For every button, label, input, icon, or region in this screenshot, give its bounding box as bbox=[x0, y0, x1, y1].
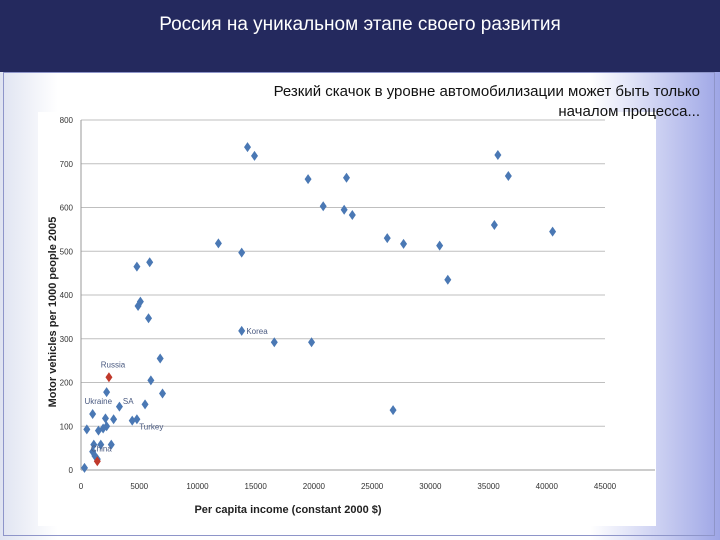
y-tick-label-4: 400 bbox=[60, 291, 74, 300]
data-point-29 bbox=[115, 401, 123, 412]
data-point-30 bbox=[141, 399, 149, 410]
subtitle-line-1: Резкий скачок в уровне автомобилизации м… bbox=[273, 83, 700, 100]
x-tick-label-6: 30000 bbox=[419, 482, 442, 491]
y-tick-label-1: 100 bbox=[60, 422, 74, 431]
data-point-34 bbox=[110, 414, 118, 425]
x-tick-label-2: 10000 bbox=[186, 482, 209, 491]
x-tick-label-9: 45000 bbox=[594, 482, 617, 491]
title-bar bbox=[0, 0, 720, 72]
data-point-27 bbox=[159, 388, 167, 399]
data-point-32 bbox=[89, 409, 97, 419]
y-tick-label-0: 0 bbox=[69, 466, 74, 475]
data-point-47 bbox=[80, 462, 88, 473]
data-point-5 bbox=[342, 172, 350, 183]
data-point-18 bbox=[444, 274, 452, 285]
highlight-point-0 bbox=[105, 372, 113, 383]
data-point-31 bbox=[389, 405, 397, 416]
data-point-16 bbox=[146, 257, 154, 268]
data-point-36 bbox=[133, 414, 141, 425]
data-point-41 bbox=[90, 439, 98, 450]
annotation-0: Korea bbox=[246, 327, 268, 336]
x-tick-label-1: 5000 bbox=[130, 482, 148, 491]
data-point-25 bbox=[156, 353, 164, 364]
data-point-12 bbox=[400, 238, 408, 249]
data-point-4 bbox=[304, 174, 312, 185]
data-point-11 bbox=[383, 233, 391, 244]
data-point-15 bbox=[238, 247, 246, 258]
data-point-2 bbox=[494, 150, 502, 160]
data-point-40 bbox=[103, 421, 111, 432]
data-point-3 bbox=[504, 171, 512, 181]
x-tick-label-3: 15000 bbox=[245, 482, 268, 491]
slide-title: Россия на уникальном этапе своего развит… bbox=[159, 14, 561, 35]
data-point-6 bbox=[319, 201, 327, 212]
data-point-17 bbox=[133, 261, 141, 272]
slide-subtitle: Резкий скачок в уровне автомобилизации м… bbox=[150, 82, 700, 122]
x-tick-label-5: 25000 bbox=[361, 482, 384, 491]
data-point-33 bbox=[101, 413, 109, 424]
highlight-point-1 bbox=[93, 456, 101, 467]
data-point-10 bbox=[549, 226, 557, 237]
data-point-26 bbox=[147, 375, 155, 386]
data-point-22 bbox=[238, 325, 246, 336]
data-point-19 bbox=[136, 296, 144, 307]
data-point-20 bbox=[134, 300, 142, 311]
chart-panel: 0 100 200 300 400 500 600 700 800 0 5000 10000 15000… bbox=[38, 112, 656, 526]
data-point-1 bbox=[251, 150, 259, 161]
y-tick-label-3: 300 bbox=[60, 335, 74, 344]
annotation-3: Turkey bbox=[139, 422, 163, 431]
x-axis-label: Per capita income (constant 2000 $) bbox=[194, 504, 381, 516]
y-tick-label-7: 700 bbox=[60, 160, 74, 169]
data-point-28 bbox=[103, 387, 111, 398]
x-tick-label-7: 35000 bbox=[477, 482, 500, 491]
x-tick-label-8: 40000 bbox=[536, 482, 559, 491]
x-tick-label-4: 20000 bbox=[303, 482, 326, 491]
data-point-9 bbox=[490, 220, 498, 230]
data-point-14 bbox=[214, 238, 222, 249]
data-point-7 bbox=[340, 204, 348, 215]
highlight-label-1: China bbox=[91, 444, 112, 453]
y-tick-label-6: 600 bbox=[60, 204, 74, 213]
data-point-35 bbox=[128, 415, 136, 426]
data-point-42 bbox=[97, 439, 105, 450]
data-point-21 bbox=[145, 313, 153, 324]
data-point-37 bbox=[83, 424, 91, 435]
data-point-13 bbox=[436, 240, 444, 251]
scatter-chart: 0 100 200 300 400 500 600 700 800 0 5000 10000 15000… bbox=[47, 116, 655, 516]
y-tick-label-5: 500 bbox=[60, 247, 74, 256]
data-point-23 bbox=[270, 337, 278, 348]
annotation-2: SA bbox=[123, 397, 134, 406]
subtitle-line-2: началом процесса... bbox=[558, 103, 700, 120]
annotation-1: Ukraine bbox=[84, 397, 112, 406]
data-point-8 bbox=[348, 209, 356, 220]
x-tick-label-0: 0 bbox=[79, 482, 84, 491]
data-point-43 bbox=[107, 439, 115, 450]
y-axis-label: Motor vehicles per 1000 people 2005 bbox=[47, 217, 59, 408]
y-tick-label-2: 200 bbox=[60, 379, 74, 388]
highlight-label-0: Russia bbox=[101, 360, 126, 369]
data-point-0 bbox=[244, 142, 252, 153]
data-point-24 bbox=[308, 337, 316, 348]
y-tick-label-8: 800 bbox=[60, 116, 74, 125]
